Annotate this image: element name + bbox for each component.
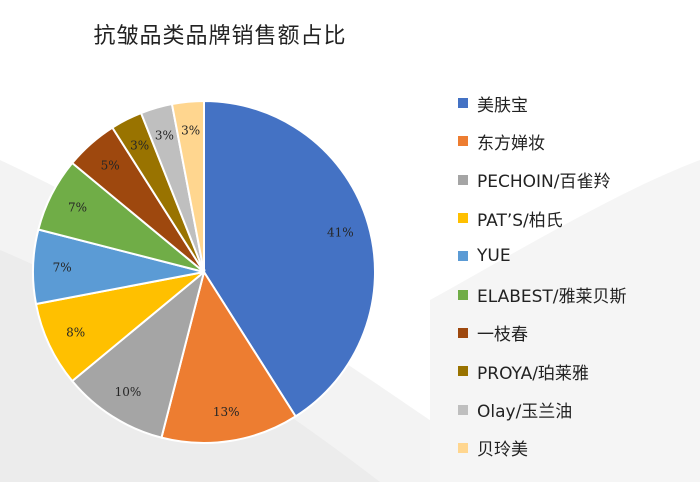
legend-swatch <box>458 289 468 300</box>
legend-label: ELABEST/雅莱贝斯 <box>477 287 627 308</box>
legend-item: ELABEST/雅莱贝斯 <box>458 275 627 313</box>
legend-item: Olay/玉兰油 <box>458 390 627 428</box>
slice-data-label: 3% <box>181 124 200 138</box>
legend-swatch <box>458 174 468 185</box>
legend-swatch <box>458 327 468 338</box>
legend-swatch <box>458 98 468 109</box>
legend-item: PAT’S/柏氏 <box>458 199 627 237</box>
legend-item: 贝玲美 <box>458 429 627 467</box>
legend-swatch <box>458 251 468 262</box>
legend-label: PAT’S/柏氏 <box>477 210 563 231</box>
slice-data-label: 7% <box>68 201 87 215</box>
legend-item: YUE <box>458 237 627 275</box>
slice-data-label: 7% <box>53 261 72 275</box>
legend-swatch <box>458 442 468 453</box>
pie-slice <box>170 99 205 273</box>
slice-data-label: 41% <box>327 225 354 239</box>
legend-label: 东方婵妆 <box>477 133 545 154</box>
slice-data-label: 5% <box>101 159 120 173</box>
slice-data-label: 8% <box>66 325 85 339</box>
legend-swatch <box>458 136 468 147</box>
legend-label: 美肤宝 <box>477 95 528 116</box>
legend-item: 一枝春 <box>458 314 627 352</box>
legend-swatch <box>458 213 468 224</box>
pie-slice <box>160 269 298 445</box>
legend-swatch <box>458 404 468 415</box>
slice-data-label: 3% <box>155 129 174 143</box>
legend-label: 贝玲美 <box>477 440 528 461</box>
chart-legend: 美肤宝东方婵妆 PECHOIN/百雀羚 PAT’S/柏氏 YUE ELABEST/雅莱贝… <box>458 84 627 467</box>
legend-item: PROYA/珀莱雅 <box>458 352 627 390</box>
pie-chart: 41% 13% 10% 8% 7% 7% 5% 3% 3% 3% <box>31 99 377 445</box>
legend-label: Olay/玉兰油 <box>477 402 573 423</box>
legend-item: 美肤宝 <box>458 84 627 122</box>
legend-label: PECHOIN/百雀羚 <box>477 172 611 193</box>
slice-data-label: 3% <box>130 139 149 153</box>
legend-swatch <box>458 366 468 377</box>
pie-slice <box>70 269 206 439</box>
legend-label: PROYA/珀莱雅 <box>477 363 589 384</box>
legend-item: PECHOIN/百雀羚 <box>458 161 627 199</box>
chart-title: 抗皱品类品牌销售额占比 <box>93 24 347 49</box>
slice-data-label: 13% <box>213 405 240 419</box>
legend-item: 东方婵妆 <box>458 122 627 160</box>
slice-data-label: 10% <box>115 385 142 399</box>
legend-label: 一枝春 <box>477 325 528 346</box>
legend-label: YUE <box>477 246 511 267</box>
